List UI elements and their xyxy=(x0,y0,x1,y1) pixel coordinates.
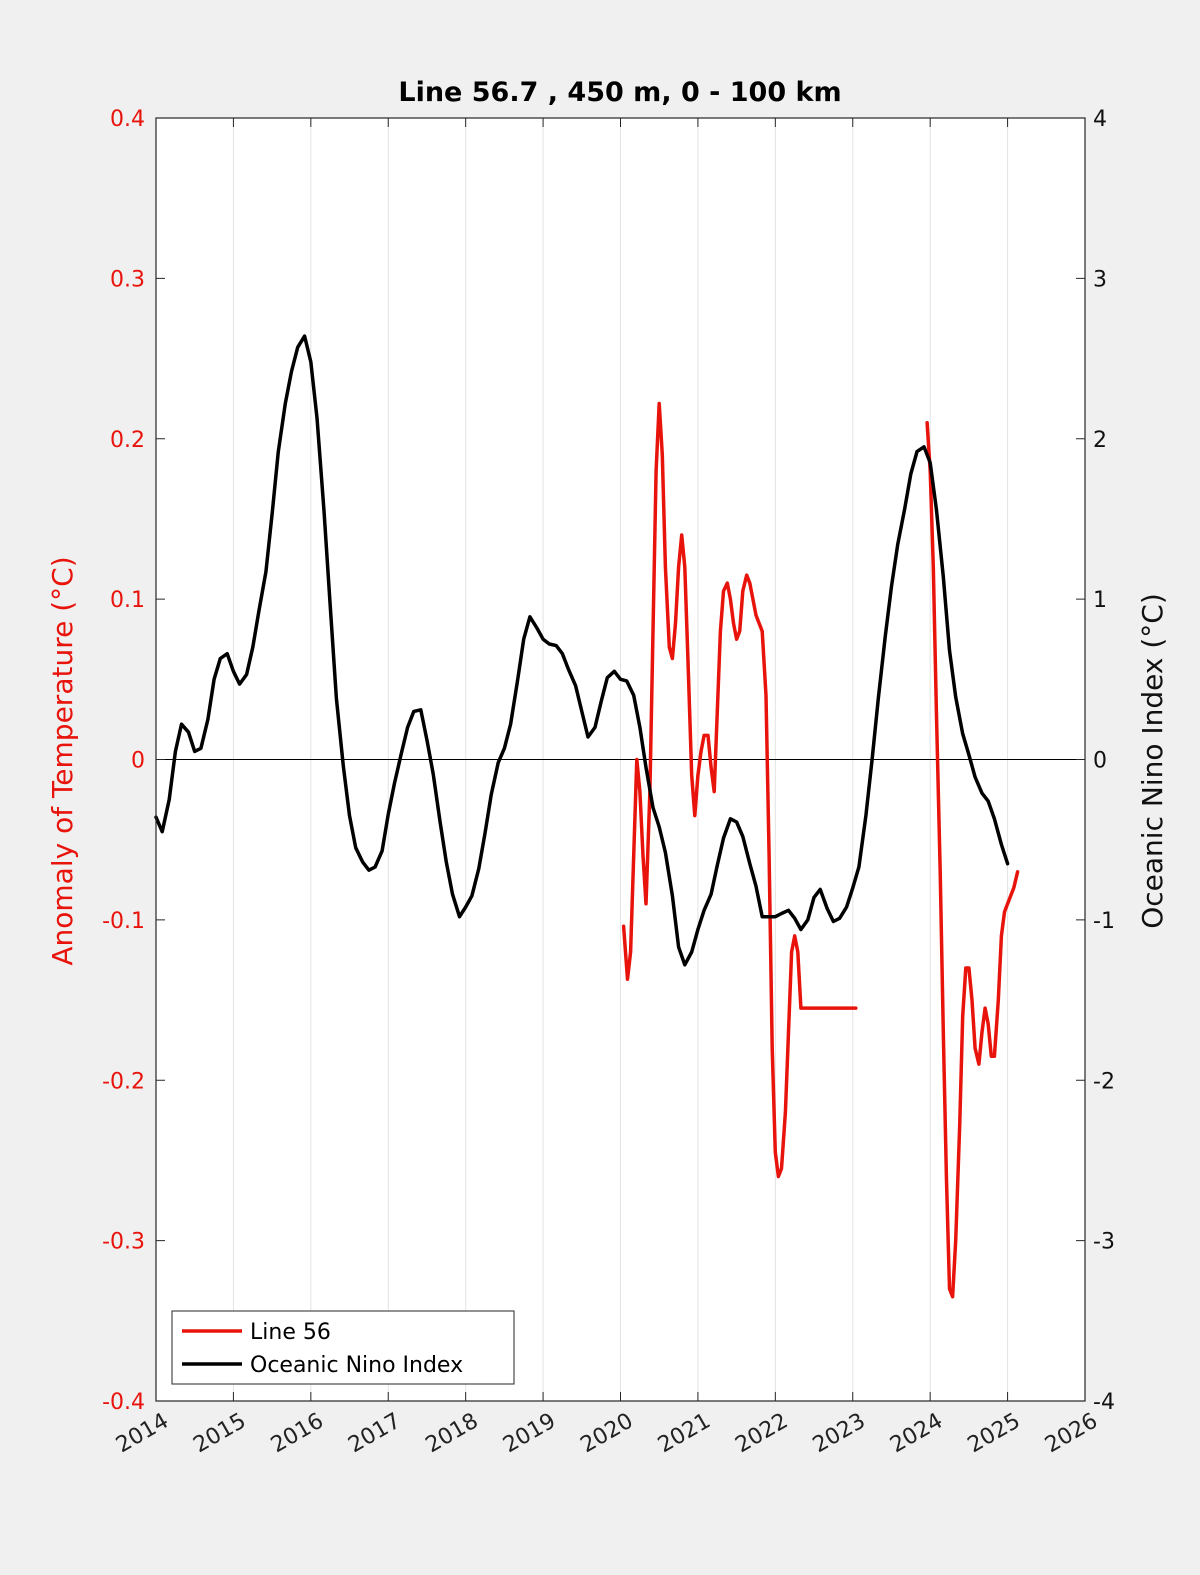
y-left-tick-label: -0.1 xyxy=(102,909,145,934)
x-tick-label: 2020 xyxy=(577,1409,638,1459)
y-right-tick-label: -3 xyxy=(1093,1230,1115,1255)
x-tick-label: 2017 xyxy=(344,1409,405,1459)
y-right-tick-label: 2 xyxy=(1093,428,1107,453)
series-line-oceanic-nino-index xyxy=(154,334,1010,967)
x-tick-label: 2023 xyxy=(809,1409,870,1459)
y-left-tick-label: 0.3 xyxy=(110,267,145,292)
y-left-tick-label: 0.1 xyxy=(110,588,145,613)
x-tick-label: 2019 xyxy=(499,1409,560,1459)
y-left-tick-label: 0.4 xyxy=(110,107,145,132)
x-tick-label: 2018 xyxy=(422,1409,483,1459)
x-tick-label: 2014 xyxy=(112,1409,173,1459)
left-axis-label: Anomaly of Temperature (°C) xyxy=(46,556,79,965)
y-right-tick-label: 1 xyxy=(1093,588,1107,613)
y-left-tick-label: 0 xyxy=(131,749,145,774)
chart-title: Line 56.7 , 450 m, 0 - 100 km xyxy=(398,77,841,108)
right-axis-label: Oceanic Nino Index (°C) xyxy=(1136,593,1169,929)
y-left-tick-label: 0.2 xyxy=(110,428,145,453)
y-right-tick-label: 0 xyxy=(1093,749,1107,774)
y-left-tick-label: -0.2 xyxy=(102,1069,145,1094)
y-left-tick-label: -0.3 xyxy=(102,1230,145,1255)
series-layer xyxy=(154,334,1020,1299)
y-left-tick-label: -0.4 xyxy=(102,1390,145,1415)
y-right-tick-label: -4 xyxy=(1093,1390,1115,1415)
x-tick-label: 2021 xyxy=(654,1409,715,1459)
x-tick-label: 2015 xyxy=(189,1409,250,1459)
y-right-tick-label: -1 xyxy=(1093,909,1115,934)
x-tick-label: 2026 xyxy=(1041,1409,1102,1459)
x-tick-label: 2024 xyxy=(886,1409,947,1459)
y-right-tick-label: 3 xyxy=(1093,267,1107,292)
y-right-tick-label: 4 xyxy=(1093,107,1107,132)
series-line-line-56 xyxy=(621,401,858,1179)
legend-label-oni: Oceanic Nino Index xyxy=(250,1353,463,1378)
legend: Line 56 Oceanic Nino Index xyxy=(171,1310,515,1385)
series-line-line-56 xyxy=(925,420,1020,1299)
x-tick-label: 2016 xyxy=(267,1409,328,1459)
x-tick-label: 2025 xyxy=(964,1409,1025,1459)
legend-label-line-56: Line 56 xyxy=(250,1320,331,1345)
x-tick-label: 2022 xyxy=(731,1409,792,1459)
y-right-tick-label: -2 xyxy=(1093,1069,1115,1094)
legend-box xyxy=(171,1310,515,1385)
